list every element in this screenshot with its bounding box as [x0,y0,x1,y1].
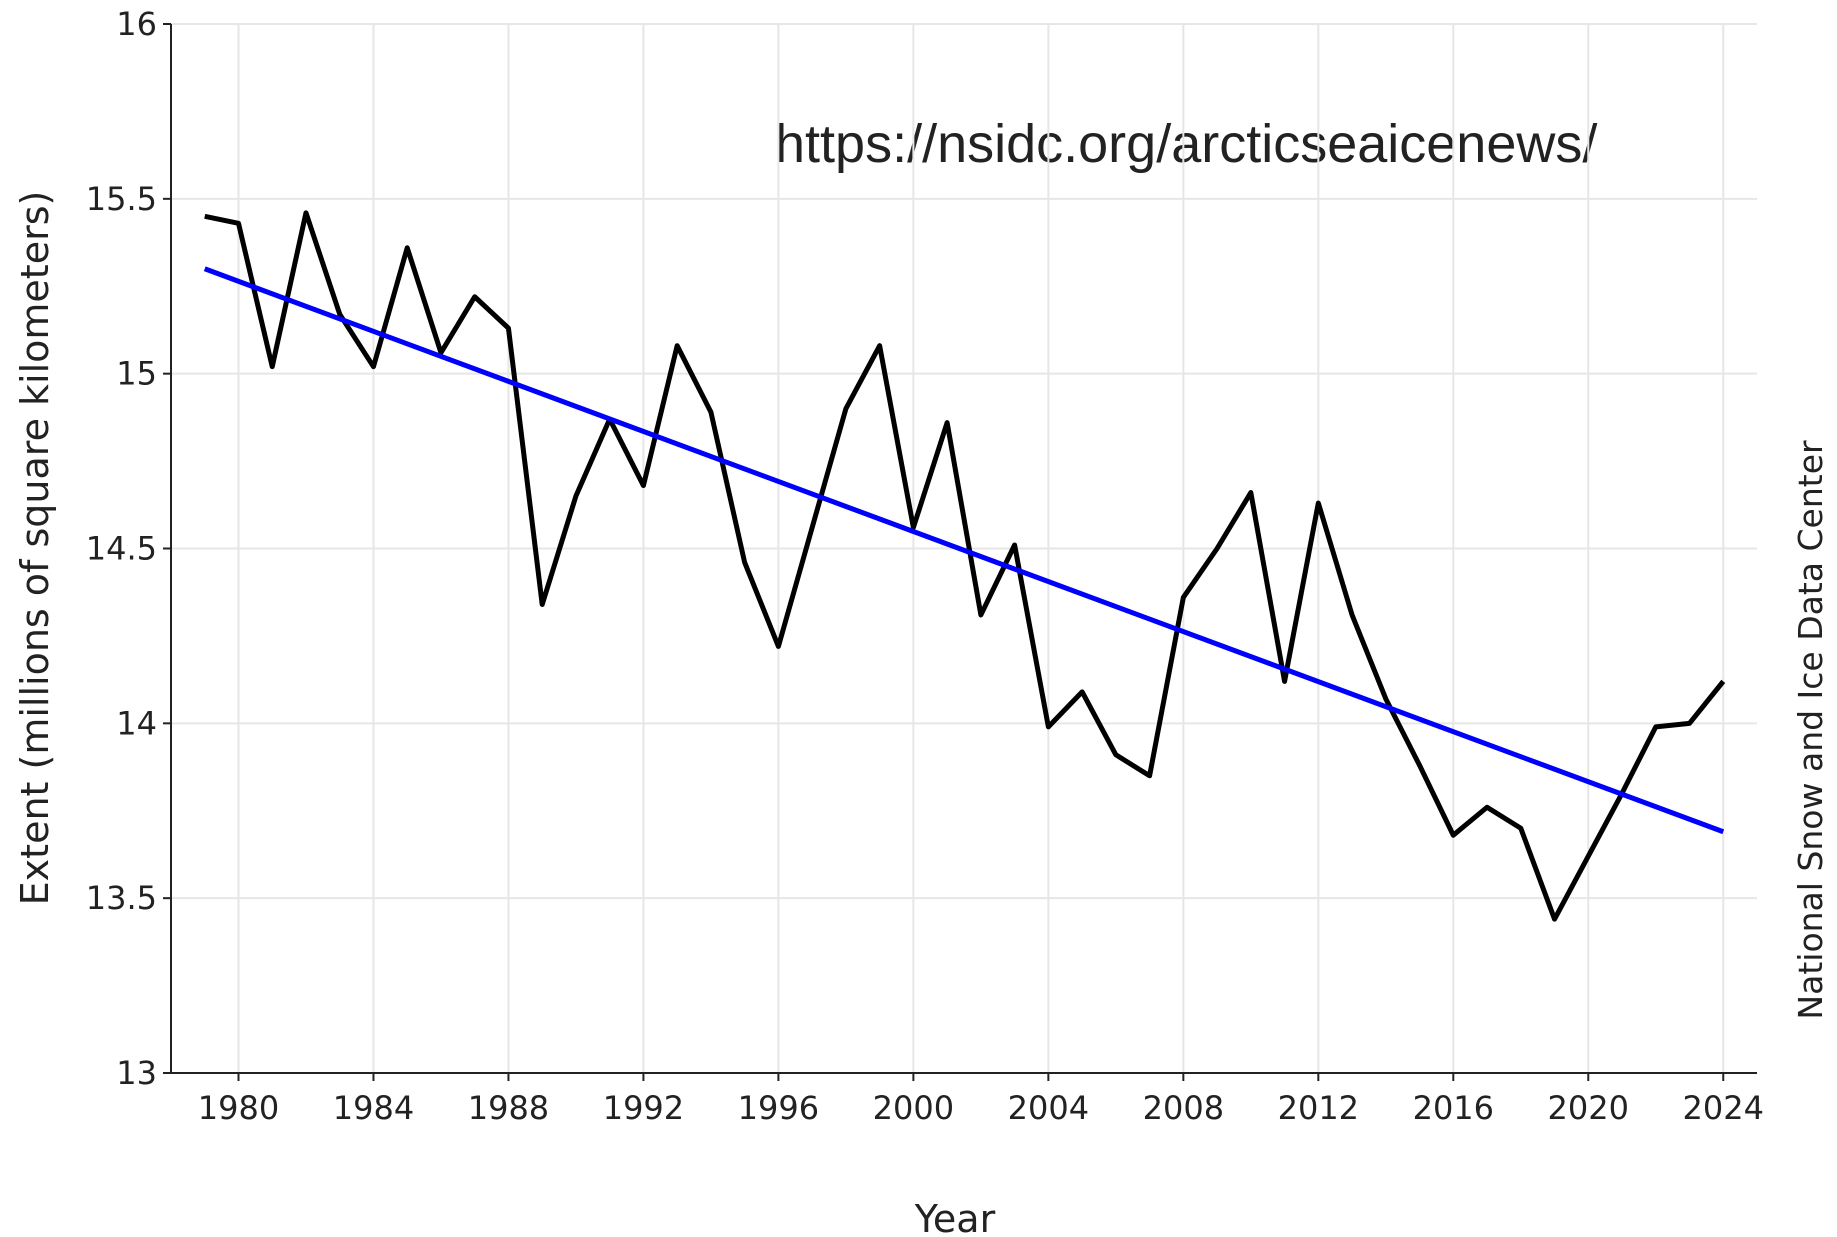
x-tick-label: 1984 [333,1089,414,1127]
x-tick-label: 1980 [198,1089,279,1127]
x-tick-label: 2020 [1548,1089,1629,1127]
y-tick-label: 13 [116,1054,157,1092]
x-tick-label: 2012 [1278,1089,1359,1127]
source-url: https://nsidc.org/arcticseaicenews/ [775,114,1597,174]
source-credit: National Snow and Ice Data Center [1791,440,1830,1020]
x-tick-label: 2024 [1683,1089,1764,1127]
y-tick-label: 14.5 [86,530,157,568]
data-line [204,210,1726,922]
y-tick-label: 14 [116,704,157,742]
x-tick-label: 2008 [1143,1089,1224,1127]
y-tick-label: 15 [116,355,157,393]
y-tick-label: 13.5 [86,879,157,917]
y-axis-label: Extent (millions of square kilometers) [13,191,57,906]
trend-line [203,266,1725,835]
x-tick-label: 2016 [1413,1089,1494,1127]
x-tick-label: 2000 [873,1089,954,1127]
x-tick-label: 2004 [1008,1089,1089,1127]
y-tick-label: 16 [116,5,157,43]
x-tick-label: 1996 [738,1089,819,1127]
y-tick-label: 15.5 [86,180,157,218]
x-axis-label: Year [914,1197,996,1237]
x-tick-label: 1992 [603,1089,684,1127]
x-tick-label: 1988 [468,1089,549,1127]
